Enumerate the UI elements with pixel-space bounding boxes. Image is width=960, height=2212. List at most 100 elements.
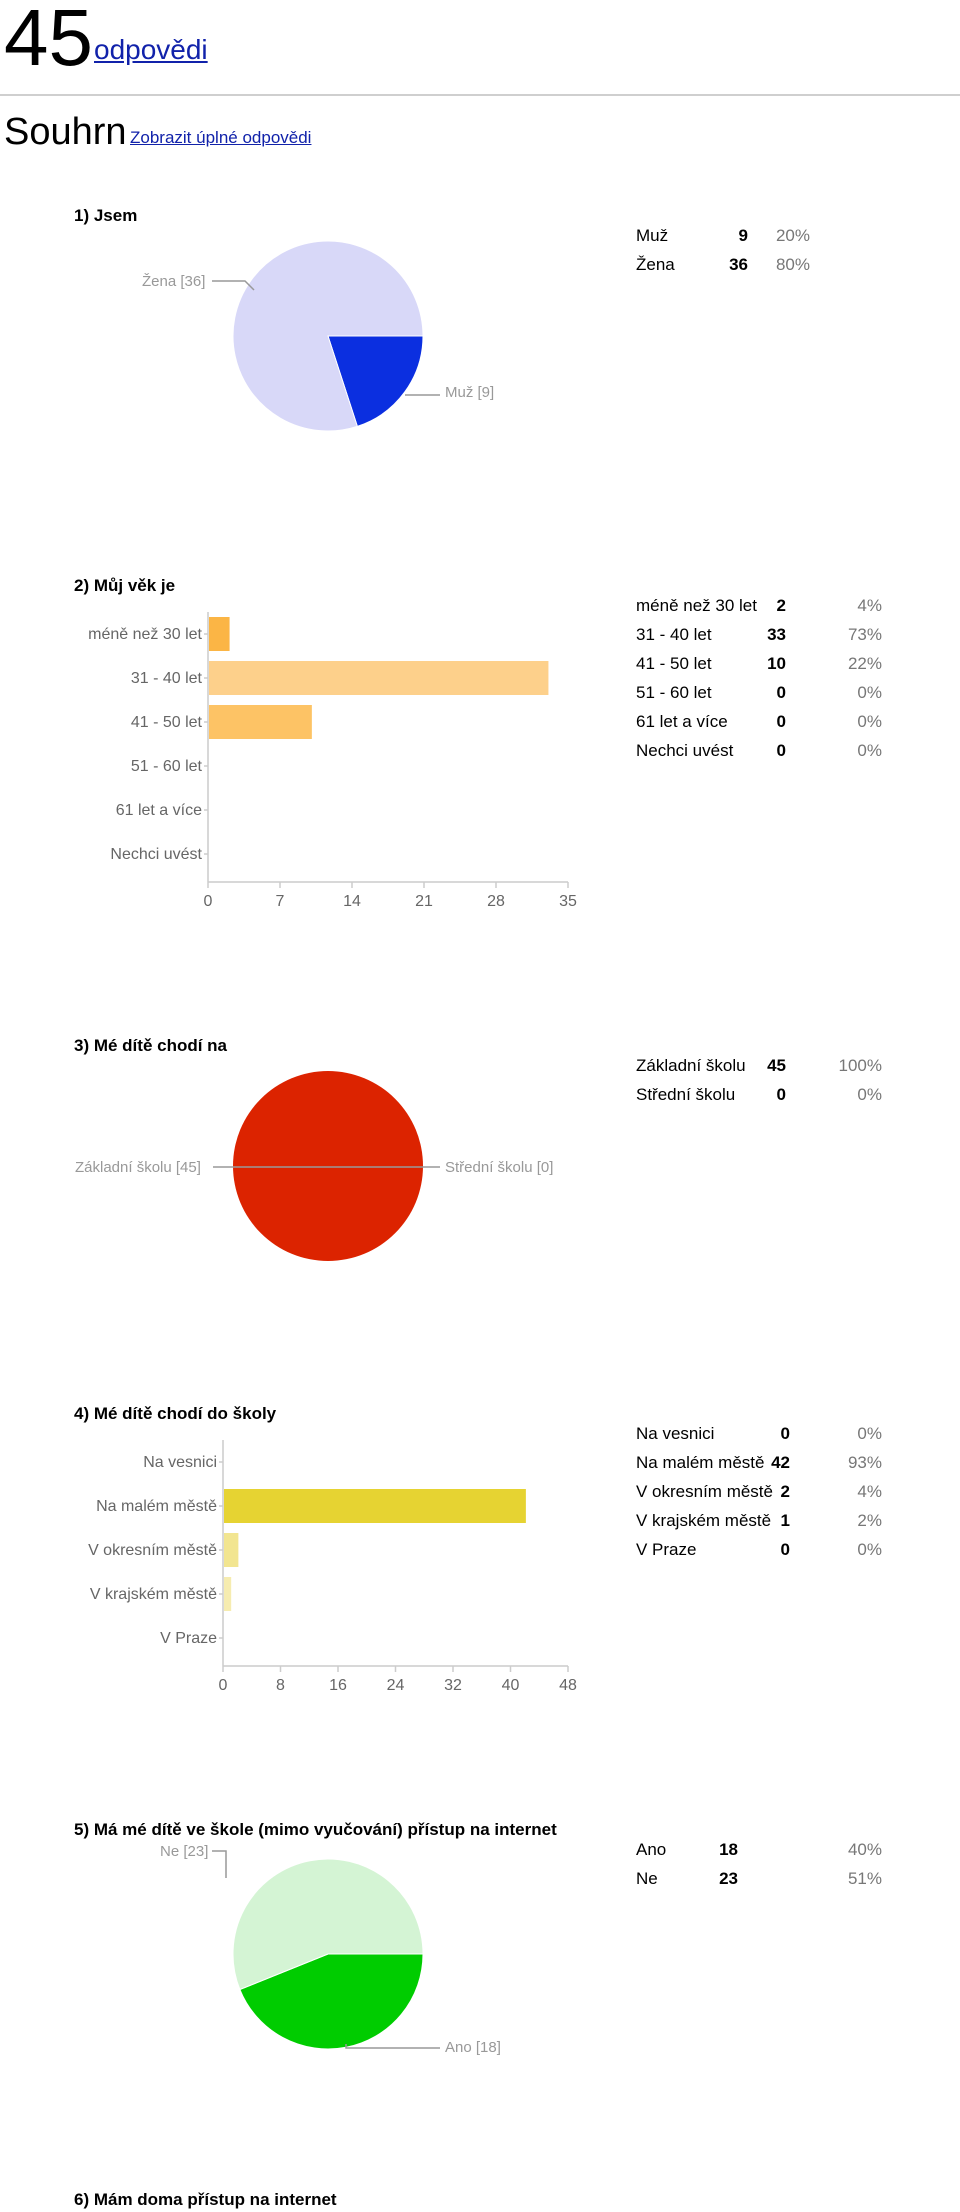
question-2-bar-chart: 0 7 14 21 28 35 méně než 30 let 31 - 40 let 41 -…	[88, 612, 577, 910]
pie-slice-žena	[232, 240, 424, 432]
x-tick-label: 14	[343, 893, 361, 910]
stat-percent: 4%	[857, 1482, 882, 1501]
stat-label: 51 - 60 let	[636, 683, 712, 702]
stat-count: 9	[738, 226, 748, 245]
question-1-title: 1) Jsem	[74, 206, 138, 225]
stat-count: 2	[776, 596, 786, 615]
y-tick-label: V okresním městě	[88, 1542, 217, 1559]
pie-slice-ne	[232, 1858, 424, 1991]
responses-link[interactable]: odpovědi	[94, 34, 208, 65]
stat-label: V Praze	[636, 1540, 697, 1559]
x-tick-label: 0	[204, 893, 213, 910]
pie-label: Základní školu [45]	[75, 1159, 201, 1176]
y-tick-label: Na malém městě	[96, 1498, 217, 1515]
pie-label: Žena [36]	[142, 273, 205, 290]
bar	[224, 1533, 239, 1567]
x-tick-label: 8	[276, 1677, 285, 1690]
bar	[209, 705, 312, 739]
y-tick-label: Nechci uvést	[110, 846, 202, 863]
pie-label: Muž [9]	[445, 384, 494, 401]
x-tick-label: 16	[329, 1677, 347, 1690]
stat-label: 61 let a více	[636, 712, 728, 731]
stat-label: V krajském městě	[636, 1511, 772, 1530]
stat-percent: 0%	[857, 1085, 882, 1104]
stat-percent: 0%	[857, 741, 882, 760]
stat-count: 0	[780, 1540, 790, 1559]
stat-percent: 4%	[857, 596, 882, 615]
y-tick-label: 51 - 60 let	[131, 758, 203, 775]
stat-percent: 0%	[857, 683, 882, 702]
stat-count: 0	[780, 1424, 790, 1443]
stat-label: V okresním městě	[636, 1482, 773, 1501]
stat-label: 31 - 40 let	[636, 625, 712, 644]
stat-count: 45	[767, 1056, 786, 1075]
x-tick-label: 35	[559, 893, 577, 910]
stat-count: 36	[729, 255, 748, 274]
x-tick-label: 21	[415, 893, 433, 910]
pie-label: Ano [18]	[445, 2039, 501, 2056]
stat-percent: 0%	[857, 712, 882, 731]
stat-count: 23	[719, 1869, 738, 1888]
question-5-pie-chart: Ne [23] Ano [18]	[160, 1843, 501, 2056]
question-2-title: 2) Můj věk je	[74, 576, 176, 595]
stat-label: Základní školu	[636, 1056, 746, 1075]
stat-label: Na vesnici	[636, 1424, 715, 1443]
y-tick-label: 61 let a více	[116, 802, 202, 819]
stat-label: Ne	[636, 1869, 658, 1888]
stat-count: 0	[776, 683, 786, 702]
stat-count: 42	[771, 1453, 790, 1472]
stat-percent: 0%	[857, 1540, 882, 1559]
x-tick-label: 40	[502, 1677, 520, 1690]
stat-label: Na malém městě	[636, 1453, 765, 1472]
full-responses-link[interactable]: Zobrazit úplné odpovědi	[130, 128, 312, 147]
pie-label: Střední školu [0]	[445, 1159, 553, 1176]
question-3-pie-chart: Základní školu [45] Střední školu [0]	[75, 1071, 553, 1261]
bar	[224, 1489, 526, 1523]
stat-label: Muž	[636, 226, 669, 245]
stat-percent: 0%	[857, 1424, 882, 1443]
stat-label: méně než 30 let	[636, 596, 757, 615]
question-5-title: 5) Má mé dítě ve škole (mimo vyučování) …	[74, 1820, 557, 1839]
stat-count: 18	[719, 1840, 738, 1859]
pie-leader-line	[212, 1850, 227, 1878]
x-tick-label: 0	[219, 1677, 228, 1690]
question-3-title: 3) Mé dítě chodí na	[74, 1036, 228, 1055]
stat-percent: 40%	[847, 1840, 882, 1859]
stat-percent: 22%	[847, 654, 882, 673]
pie-label: Ne [23]	[160, 1843, 208, 1860]
question-1-pie-chart: Žena [36] Muž [9]	[142, 240, 494, 432]
x-tick-label: 32	[444, 1677, 462, 1690]
stat-label: Ano	[636, 1840, 667, 1859]
stat-percent: 80%	[775, 255, 810, 274]
stat-count: 0	[776, 1085, 786, 1104]
stat-count: 33	[767, 625, 786, 644]
question-4-title: 4) Mé dítě chodí do školy	[74, 1404, 277, 1423]
bar	[209, 617, 230, 651]
summary-title: Souhrn	[4, 111, 127, 153]
stat-percent: 100%	[838, 1056, 882, 1075]
x-tick-label: 48	[559, 1677, 577, 1690]
bar	[209, 661, 549, 695]
y-tick-label: V Praze	[160, 1630, 217, 1647]
bar	[224, 1577, 232, 1611]
stat-count: 0	[776, 741, 786, 760]
pie-leader-line	[212, 280, 255, 291]
y-tick-label: 31 - 40 let	[131, 670, 203, 687]
question-6-title: 6) Mám doma přístup na internet	[74, 2190, 337, 2209]
x-tick-label: 28	[487, 893, 505, 910]
stat-count: 2	[780, 1482, 790, 1501]
y-tick-label: Na vesnici	[143, 1454, 217, 1471]
stat-label: 41 - 50 let	[636, 654, 712, 673]
y-tick-label: 41 - 50 let	[131, 714, 203, 731]
pie-slice-základní-školu	[233, 1071, 423, 1261]
stat-percent: 73%	[847, 625, 882, 644]
stat-count: 10	[767, 654, 786, 673]
stat-count: 0	[776, 712, 786, 731]
x-tick-label: 7	[276, 893, 285, 910]
divider	[0, 94, 960, 96]
y-tick-label: V krajském městě	[90, 1586, 217, 1603]
stat-count: 1	[780, 1511, 790, 1530]
stat-label: Nechci uvést	[636, 741, 734, 760]
stat-percent: 93%	[847, 1453, 882, 1472]
stat-label: Žena	[636, 255, 675, 274]
